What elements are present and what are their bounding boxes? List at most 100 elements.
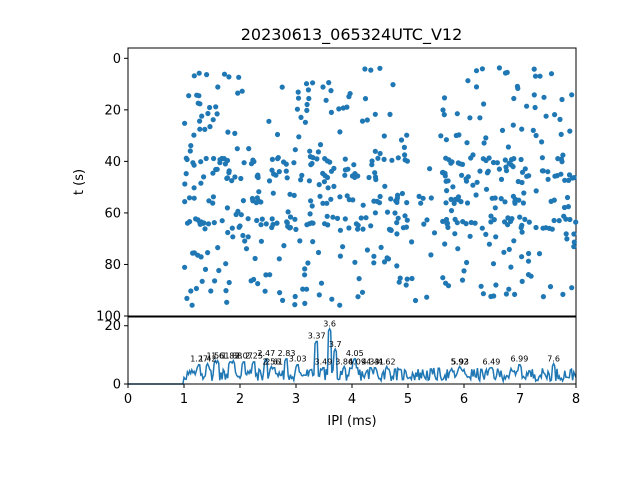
raster-point [307, 211, 313, 217]
raster-point [519, 229, 525, 235]
peak-label: 4.62 [378, 358, 396, 367]
raster-point [269, 156, 275, 162]
raster-point [328, 196, 334, 202]
raster-point [292, 216, 298, 222]
raster-point [368, 67, 374, 73]
peak-label: 3.6 [323, 320, 336, 329]
raster-point [421, 221, 427, 227]
raster-point [310, 155, 316, 161]
raster-point [416, 193, 422, 199]
raster-point [548, 71, 555, 77]
raster-point [355, 226, 361, 232]
raster-point [492, 205, 498, 211]
raster-point [505, 144, 511, 150]
raster-point [235, 90, 241, 96]
raster-point [440, 107, 446, 113]
raster-point [412, 297, 419, 304]
raster-point [516, 197, 522, 203]
raster-point [284, 220, 290, 226]
raster-point [304, 107, 310, 113]
raster-point [225, 129, 231, 135]
raster-point [384, 209, 391, 215]
raster-point [496, 65, 502, 71]
raster-y-tick-label: 80 [104, 258, 121, 273]
raster-point [306, 95, 312, 102]
raster-point [506, 246, 512, 252]
raster-y-tick-label: 0 [113, 52, 121, 67]
raster-point [239, 88, 245, 94]
raster-point [525, 258, 532, 264]
raster-point [308, 162, 314, 168]
raster-point [480, 291, 486, 297]
raster-point [441, 95, 448, 101]
raster-point [533, 224, 539, 231]
raster-point [483, 135, 489, 141]
raster-point [465, 78, 471, 84]
raster-point [202, 266, 209, 272]
raster-point [494, 160, 500, 166]
raster-point [294, 106, 300, 112]
peak-label: 1.27 [190, 355, 208, 364]
raster-point [377, 193, 383, 200]
chart-title: 20230613_065324UTC_V12 [241, 25, 463, 45]
histogram-x-label: IPI (ms) [327, 414, 376, 429]
raster-point [556, 218, 562, 224]
raster-point [263, 272, 269, 278]
raster-point [439, 170, 446, 176]
raster-point [528, 273, 534, 279]
raster-point [386, 226, 392, 232]
raster-point [317, 193, 323, 199]
peak-label: 2.83 [278, 349, 296, 358]
raster-point [274, 131, 281, 138]
raster-point [452, 231, 458, 237]
raster-point [472, 220, 478, 226]
raster-point [310, 239, 316, 245]
raster-point [533, 188, 539, 194]
raster-point [457, 161, 463, 167]
raster-point [532, 104, 538, 111]
raster-point [375, 155, 381, 161]
raster-point [442, 241, 448, 247]
raster-point [344, 193, 350, 199]
raster-point [543, 113, 549, 119]
raster-point [321, 179, 327, 185]
raster-point [182, 264, 188, 270]
raster-point [202, 126, 208, 132]
raster-point [269, 167, 275, 173]
peak-label: 6.99 [510, 355, 528, 364]
raster-point [489, 195, 495, 201]
histogram-x-tick-label: 7 [516, 392, 524, 407]
raster-point [427, 166, 433, 172]
raster-point [522, 166, 528, 172]
raster-point [559, 96, 565, 103]
raster-point [315, 149, 321, 155]
peak-label: 3.49 [314, 358, 332, 367]
raster-point [562, 177, 568, 183]
raster-point [533, 132, 539, 139]
histogram-x-tick-label: 4 [348, 392, 356, 407]
peak-label: 5.92 [451, 358, 469, 367]
raster-point [458, 199, 464, 205]
raster-point [195, 100, 201, 106]
raster-point [371, 198, 377, 204]
raster-point [184, 295, 190, 301]
raster-point [266, 178, 273, 184]
raster-point [270, 190, 276, 196]
peak-label: 1.6 [211, 352, 224, 361]
raster-point [207, 124, 213, 130]
raster-point [243, 246, 250, 252]
raster-point [300, 286, 306, 292]
raster-point [315, 249, 322, 256]
raster-point [245, 234, 251, 240]
raster-point [287, 191, 293, 197]
raster-point [197, 118, 203, 124]
raster-point [322, 221, 328, 227]
raster-point [331, 183, 337, 189]
raster-point [418, 200, 424, 206]
raster-point [506, 286, 512, 292]
raster-point [502, 157, 508, 163]
peak-label: 2.25 [245, 352, 263, 361]
raster-point [443, 137, 449, 143]
raster-point [198, 159, 204, 165]
